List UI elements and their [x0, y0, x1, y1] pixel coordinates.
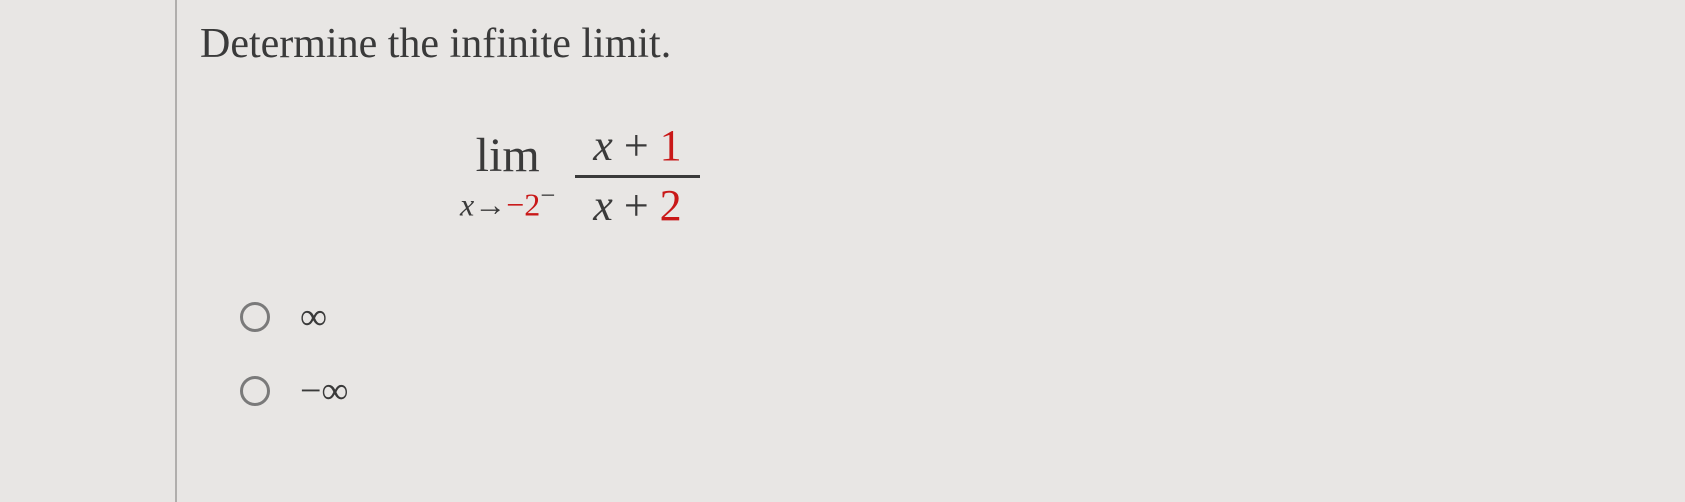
radio-option-infinity[interactable]	[240, 302, 270, 332]
question-prompt: Determine the infinite limit.	[200, 20, 1685, 68]
denominator: x + 2	[575, 178, 699, 235]
denominator-var: x	[593, 181, 613, 230]
lim-arrow: →	[474, 187, 506, 223]
lim-subscript: x→−2−	[460, 182, 555, 221]
numerator-op: +	[613, 121, 660, 170]
option-row: −∞	[240, 369, 1685, 413]
lim-label: lim	[476, 132, 540, 180]
option-label: ∞	[300, 295, 327, 339]
denominator-num: 2	[660, 181, 682, 230]
limit-expression: lim x→−2− x + 1 x + 2	[460, 118, 1685, 235]
answer-options: ∞ −∞	[240, 295, 1685, 413]
lim-approach-value: −2	[506, 187, 540, 223]
numerator: x + 1	[575, 118, 699, 175]
numerator-num: 1	[660, 121, 682, 170]
numerator-var: x	[593, 121, 613, 170]
fraction: x + 1 x + 2	[575, 118, 699, 235]
question-block: Determine the infinite limit. lim x→−2− …	[0, 0, 1685, 413]
option-label: −∞	[300, 369, 349, 413]
radio-option-neg-infinity[interactable]	[240, 376, 270, 406]
lim-operator: lim x→−2−	[460, 132, 555, 221]
lim-var: x	[460, 187, 474, 223]
option-row: ∞	[240, 295, 1685, 339]
left-divider	[175, 0, 177, 502]
lim-side: −	[540, 180, 555, 210]
denominator-op: +	[613, 181, 660, 230]
